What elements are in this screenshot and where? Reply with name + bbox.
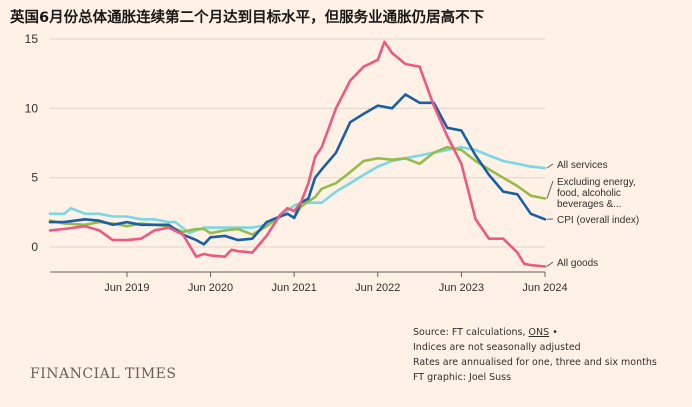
series-label-0-line-0: All services: [557, 160, 608, 171]
source-notes: Source: FT calculations, ONS • Indices a…: [413, 325, 657, 385]
ft-brand-logo: FINANCIAL TIMES: [30, 366, 177, 382]
series-layer: [48, 40, 547, 268]
series-label-leader-3: [546, 261, 554, 267]
y-tick-label-5: 5: [31, 171, 38, 185]
y-tick-label-15: 15: [25, 32, 39, 46]
series-label-leader-0: [546, 163, 554, 169]
series-label-1-line-1: food, alcoholic: [557, 188, 621, 199]
series-line-3: [48, 40, 547, 268]
y-tick-label-0: 0: [31, 240, 38, 254]
series-label-leader-1: [546, 180, 554, 199]
source-line-2: Rates are annualised for one, three and …: [413, 357, 657, 368]
x-tick-label-4: Jun 2023: [439, 282, 484, 294]
series-label-1-line-2: beverages &...: [557, 199, 621, 210]
ons-link[interactable]: ONS: [528, 327, 550, 338]
series-line-0: [48, 145, 547, 235]
y-tick-label-10: 10: [25, 101, 39, 115]
grid-layer: [50, 38, 545, 248]
series-label-2-line-0: CPI (overall index): [557, 215, 639, 226]
source-line-0: Source: FT calculations, ONS •: [413, 327, 558, 338]
axis-layer: 0 5 10 15 Jun 2019 Jun 2020 Jun 2021 Jun 2022 Ju…: [25, 32, 568, 294]
series-label-1-line-0: Excluding energy,: [557, 177, 636, 188]
chart-title: 英国6月份总体通胀连续第二个月达到目标水平，但服务业通胀仍居高不下: [10, 10, 485, 26]
series-labels: All services Excluding energy,food, alcoh…: [546, 160, 639, 269]
source-line-1: Indices are not seasonally adjusted: [413, 342, 581, 353]
source-line-3: FT graphic: Joel Suss: [413, 372, 512, 383]
x-tick-label-1: Jun 2020: [188, 282, 233, 294]
x-tick-label-2: Jun 2021: [272, 282, 317, 294]
series-line-2: [48, 93, 547, 246]
x-tick-label-3: Jun 2022: [355, 282, 400, 294]
series-label-3-line-0: All goods: [557, 258, 598, 269]
x-tick-label-0: Jun 2019: [104, 282, 149, 294]
x-tick-label-5: Jun 2024: [522, 282, 567, 294]
